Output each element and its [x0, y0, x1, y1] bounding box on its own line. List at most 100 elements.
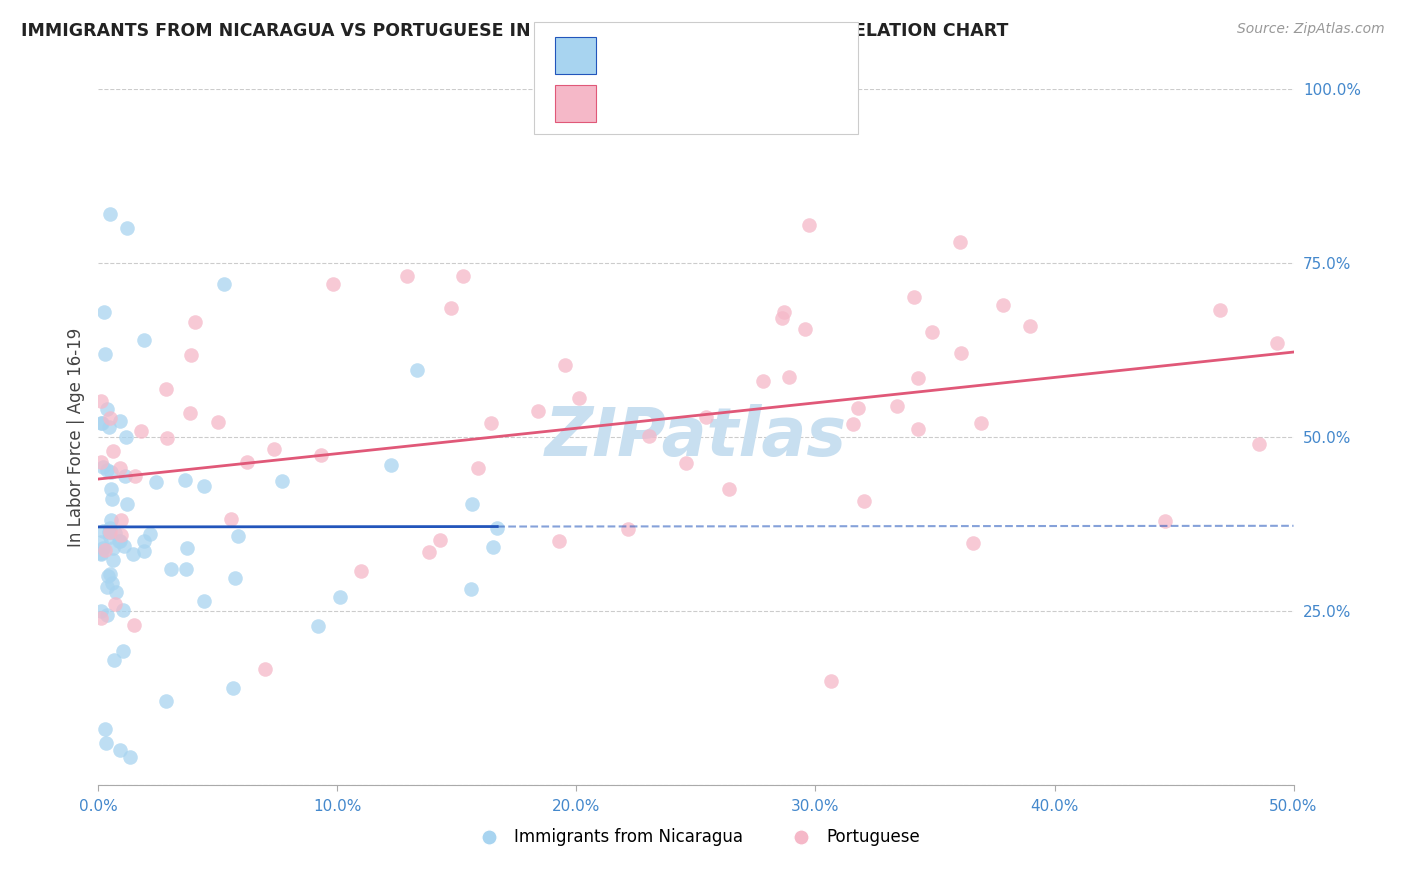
Point — [752, 374, 775, 388]
Point — [100, 491, 122, 506]
Point — [527, 404, 550, 418]
Point — [219, 512, 242, 526]
Point — [108, 533, 131, 548]
Point — [380, 458, 402, 473]
Text: 68: 68 — [742, 96, 763, 112]
Point — [270, 474, 292, 488]
Point — [418, 545, 440, 559]
Point — [134, 544, 156, 558]
Point — [134, 333, 156, 347]
Point — [94, 346, 117, 360]
Point — [122, 618, 145, 632]
Point — [97, 420, 120, 434]
Point — [695, 409, 717, 424]
Point — [842, 417, 865, 431]
Point — [451, 269, 474, 284]
Point — [98, 411, 121, 425]
Point — [675, 456, 697, 470]
Point — [486, 521, 509, 535]
Point — [773, 305, 796, 319]
Text: R =: R = — [605, 96, 638, 112]
Point — [90, 611, 112, 625]
Point — [1247, 437, 1270, 451]
Point — [90, 393, 112, 408]
Point — [254, 662, 277, 676]
Point — [112, 540, 135, 554]
Point — [98, 525, 121, 540]
Point — [350, 564, 373, 578]
Point — [98, 521, 121, 535]
Point — [96, 463, 118, 477]
Point — [103, 653, 125, 667]
Point — [212, 277, 235, 291]
Point — [108, 743, 131, 757]
Point — [160, 561, 183, 575]
Point — [101, 541, 124, 556]
Point — [778, 369, 800, 384]
Point — [322, 277, 344, 292]
Point — [1265, 336, 1288, 351]
Point — [770, 311, 793, 326]
Text: ZIPatlas: ZIPatlas — [546, 404, 846, 470]
Point — [962, 535, 984, 549]
Point — [226, 529, 249, 543]
Point — [100, 513, 122, 527]
Point — [101, 444, 124, 458]
Point — [104, 598, 127, 612]
Point — [115, 497, 138, 511]
Point — [110, 461, 132, 475]
Point — [921, 325, 943, 339]
Point — [406, 363, 429, 377]
Point — [104, 584, 127, 599]
Point — [111, 602, 134, 616]
Point — [309, 448, 332, 462]
Text: 0.002: 0.002 — [644, 48, 692, 63]
Point — [718, 482, 741, 496]
Point — [117, 221, 139, 235]
Point — [460, 582, 482, 597]
Point — [174, 562, 197, 576]
Point — [224, 571, 246, 585]
Text: IMMIGRANTS FROM NICARAGUA VS PORTUGUESE IN LABOR FORCE | AGE 16-19 CORRELATION C: IMMIGRANTS FROM NICARAGUA VS PORTUGUESE … — [21, 22, 1008, 40]
Point — [110, 528, 132, 542]
Point — [138, 527, 160, 541]
Point — [1019, 319, 1042, 334]
Point — [193, 479, 215, 493]
Point — [820, 673, 842, 688]
Text: 72: 72 — [742, 48, 763, 63]
Point — [94, 736, 117, 750]
Text: R =: R = — [605, 48, 638, 63]
Point — [793, 322, 815, 336]
Point — [907, 421, 929, 435]
Point — [115, 430, 138, 444]
Point — [568, 391, 591, 405]
Point — [482, 540, 505, 554]
Point — [91, 460, 114, 475]
Text: Source: ZipAtlas.com: Source: ZipAtlas.com — [1237, 22, 1385, 37]
Point — [846, 401, 869, 415]
Point — [236, 455, 259, 469]
Point — [1154, 514, 1177, 528]
Point — [122, 547, 145, 561]
Point — [93, 723, 115, 737]
Point — [100, 483, 122, 497]
Point — [950, 346, 973, 360]
Point — [124, 469, 146, 483]
Point — [886, 400, 908, 414]
Point — [90, 417, 112, 431]
Point — [554, 358, 576, 372]
Point — [329, 591, 352, 605]
Point — [103, 553, 125, 567]
Point — [96, 608, 118, 623]
Point — [90, 455, 112, 469]
Point — [108, 534, 131, 549]
Point — [479, 416, 502, 430]
Text: N =: N = — [700, 48, 744, 63]
Point — [222, 681, 245, 695]
Point — [93, 305, 115, 319]
Point — [993, 298, 1015, 312]
Point — [155, 382, 177, 396]
Point — [114, 469, 136, 483]
Point — [96, 580, 118, 594]
Point — [132, 533, 155, 548]
